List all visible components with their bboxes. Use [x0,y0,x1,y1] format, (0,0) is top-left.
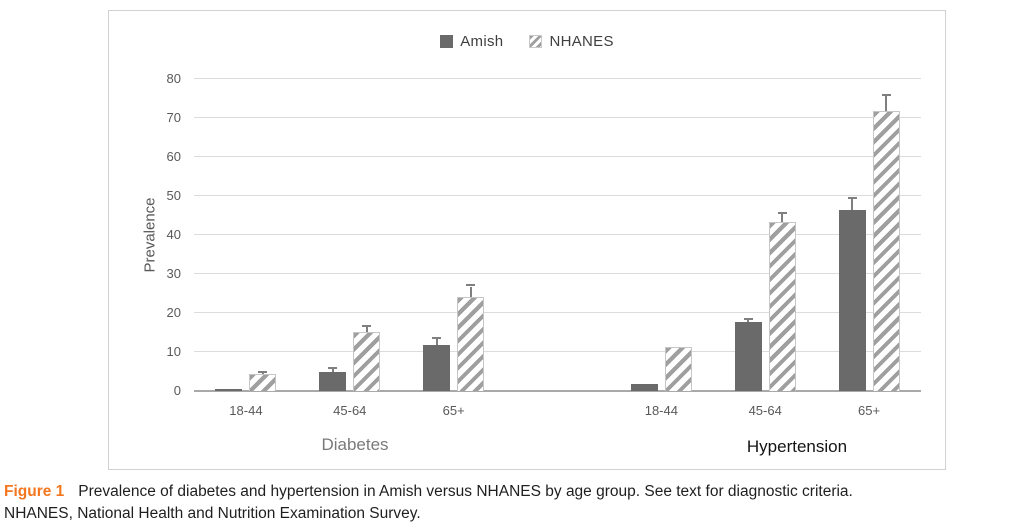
y-tick-label-10: 10 [166,344,181,359]
x-tick-label-diabetes-45-64: 45-64 [333,403,367,418]
x-tick-label-diabetes-65+: 65+ [442,403,465,418]
error-bar [747,319,750,322]
legend-label-amish: Amish [460,33,504,50]
y-tick-label-50: 50 [166,188,181,203]
error-bar [435,338,438,345]
y-tick-label-70: 70 [166,110,181,125]
gridline-40 [194,234,921,235]
y-tick-label-40: 40 [166,227,181,242]
error-bar-cap [328,367,338,370]
gridline-50 [194,195,921,196]
legend-label-nhanes: NHANES [549,33,614,50]
amish-legend-swatch [440,35,454,48]
bar-nhanes-diabetes-18-44 [249,374,277,391]
nhanes-legend-swatch [529,35,543,48]
error-bar [885,95,888,111]
error-bar-cap [432,336,442,339]
gridline-70 [194,117,921,118]
group-label-hypertension: Hypertension [746,437,848,456]
x-tick-label-hypertension-45-64: 45-64 [748,403,782,418]
error-bar-cap [362,324,372,327]
error-bar [261,372,264,375]
error-bar-cap [258,370,268,373]
bar-nhanes-diabetes-65+ [457,297,485,391]
error-bar-cap [881,93,891,96]
figure-caption-abbrev: NHANES, National Health and Nutrition Ex… [4,505,421,522]
error-bar [365,326,368,332]
error-bar-cap [847,196,857,199]
error-bar-cap [777,211,787,214]
bar-nhanes-hypertension-45-64 [768,222,796,391]
y-tick-label-0: 0 [173,383,181,398]
error-bar-cap [466,284,476,287]
y-tick-label-30: 30 [166,266,181,281]
gridline-80 [194,78,921,79]
bar-amish-hypertension-45-64 [734,321,762,391]
error-bar [331,369,334,373]
bar-nhanes-hypertension-18-44 [664,346,692,391]
bar-amish-hypertension-65+ [838,210,866,391]
y-tick-label-60: 60 [166,149,181,164]
gridline-10 [194,351,921,352]
plot-area: 0 10 20 30 40 50 60 70 80 18-44 45-64 65+ 18-44 45-64… [167,71,921,418]
chart-panel: Amish NHANES Prevalence 0 10 20 30 40 50 60 70 8… [108,10,946,470]
chart-legend: Amish NHANES [109,33,945,50]
y-tick-label-80: 80 [166,71,181,86]
gridline-60 [194,156,921,157]
error-bar-cap [743,317,753,320]
error-bar [851,198,854,211]
figure-caption-label: Figure 1 [4,483,65,500]
x-tick-label-hypertension-18-44: 18-44 [644,403,678,418]
bar-amish-diabetes-65+ [423,344,451,391]
gridline-20 [194,312,921,313]
error-bar [469,286,472,298]
error-bar [781,213,784,223]
y-tick-label-20: 20 [166,305,181,320]
figure-caption: Figure 1 Prevalence of diabetes and hyper… [4,481,1020,525]
gridline-30 [194,273,921,274]
x-tick-label-diabetes-18-44: 18-44 [229,403,263,418]
legend-item-nhanes: NHANES [529,33,613,50]
legend-item-amish: Amish [440,33,503,50]
bar-nhanes-diabetes-45-64 [353,331,381,391]
x-tick-label-hypertension-65+: 65+ [858,403,881,418]
bar-amish-hypertension-18-44 [630,383,658,391]
bar-amish-diabetes-45-64 [319,372,347,391]
x-axis-line [194,390,921,392]
bar-nhanes-hypertension-65+ [872,110,900,391]
group-label-diabetes: Diabetes [321,435,389,454]
bar-amish-diabetes-18-44 [215,388,243,391]
figure-caption-text: Prevalence of diabetes and hypertension … [78,483,853,500]
